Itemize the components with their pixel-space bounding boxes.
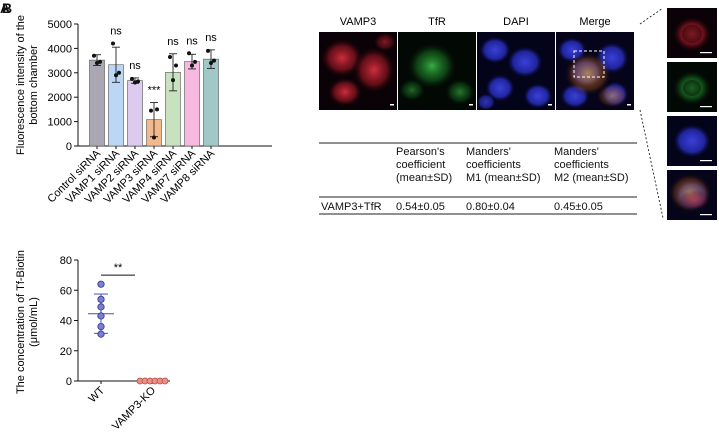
scatter-chart-category-label: WT <box>87 384 108 405</box>
zoom-connector-top <box>639 7 664 25</box>
channel-label-dapi: DAPI <box>503 16 529 28</box>
data-point <box>161 377 169 385</box>
panel-letter-b: B <box>2 0 12 16</box>
data-point <box>212 58 216 63</box>
data-point <box>187 51 191 56</box>
zoom-tile-blue <box>667 116 717 166</box>
header-pearson-line1: Pearson's <box>396 146 445 158</box>
bar-chart-ylabel-line1: Fluorescence intensity of the <box>15 15 27 155</box>
bar-chart-ylabel-line2: bottom chamber <box>28 45 40 125</box>
data-point <box>152 135 156 140</box>
significance-label: ns <box>186 35 198 47</box>
header-m2-line3: M2 (mean±SD) <box>554 172 629 184</box>
cell-pearson: 0.54±0.05 <box>396 201 445 213</box>
bar-chart-ytick-label: 0 <box>66 141 72 153</box>
scatter-chart-ytick-label: 80 <box>60 255 72 267</box>
zoom-tile-red <box>667 8 717 58</box>
data-point <box>97 312 105 320</box>
data-point <box>95 61 99 66</box>
bar <box>89 59 105 147</box>
data-point <box>168 54 172 59</box>
data-point <box>174 63 178 68</box>
channel-label-vamp3: VAMP3 <box>340 16 376 28</box>
bar-chart-ytick-label: 2000 <box>48 92 72 104</box>
header-m1-line1: Manders' <box>466 146 511 158</box>
header-pearson-line2: coefficient <box>396 159 445 171</box>
data-point <box>97 322 105 331</box>
cell-m1: 0.80±0.04 <box>466 201 515 213</box>
scatter-chart-ylabel-line2: (μmol/mL) <box>28 297 40 347</box>
bar-chart: Fluorescence intensity of the bottom cha… <box>15 15 272 206</box>
scatter-chart-ylabel-line1: The concentration of Tf-Biotin <box>15 250 27 394</box>
header-m2-line2: coefficients <box>554 159 609 171</box>
scatter-chart-ytick-label: 60 <box>60 285 72 297</box>
data-point <box>98 59 102 64</box>
micrograph-dapi <box>477 32 555 110</box>
data-point <box>111 41 115 46</box>
header-m2-line1: Manders' <box>554 146 599 158</box>
channel-label-tfr: TfR <box>428 16 446 28</box>
header-m1-line3: M1 (mean±SD) <box>466 172 541 184</box>
significance-label: *** <box>148 85 162 97</box>
scatter-chart-category-label: VAMP3-KO <box>110 384 158 432</box>
bar-chart-ytick-label: 1000 <box>48 117 72 129</box>
data-point <box>97 330 105 338</box>
significance-label: ns <box>205 32 217 44</box>
scatter-chart-axes: 0 20 40 60 80 WT VAMP3-KO <box>60 255 170 433</box>
data-point <box>155 107 159 112</box>
scatter-chart-ytick-label: 0 <box>66 376 72 388</box>
data-point <box>206 48 210 53</box>
bar <box>127 80 143 147</box>
zoom-tile-green <box>667 62 717 112</box>
scatter-chart-ytick-label: 40 <box>60 316 72 328</box>
data-point <box>117 70 121 75</box>
row-label: VAMP3+TfR <box>321 201 382 213</box>
zoom-tile-merge <box>667 170 717 220</box>
data-point <box>133 80 137 85</box>
micrograph-strip: VAMP3 TfR DAPI Merge <box>319 7 717 220</box>
channel-label-merge: Merge <box>579 16 610 28</box>
data-point <box>97 295 105 303</box>
data-point <box>149 108 153 113</box>
data-point <box>209 61 213 66</box>
bar <box>203 58 219 147</box>
data-point <box>92 53 96 58</box>
scatter-chart: The concentration of Tf-Biotin (μmol/mL)… <box>15 250 170 433</box>
panel-letter-a: A <box>0 0 10 16</box>
zoom-connector-bottom <box>639 109 664 219</box>
micrograph-merge <box>556 32 634 110</box>
zoom-region-box <box>573 50 605 78</box>
significance-label: ** <box>114 262 123 274</box>
data-point <box>130 76 134 81</box>
scatter-chart-marks: ** <box>88 262 169 385</box>
data-point <box>171 78 175 83</box>
significance-label: ns <box>167 36 179 48</box>
significance-label: ns <box>129 60 141 72</box>
data-point <box>136 79 140 84</box>
data-point <box>190 63 194 68</box>
header-pearson-line3: (mean±SD) <box>396 172 452 184</box>
data-point <box>193 59 197 64</box>
significance-label: ns <box>110 26 122 38</box>
bar <box>184 61 200 147</box>
bar-chart-ytick-label: 5000 <box>48 19 72 31</box>
colocalization-table: Pearson's coefficient (mean±SD) Manders'… <box>319 142 637 215</box>
bar-chart-ytick-label: 3000 <box>48 68 72 80</box>
data-point <box>97 280 105 288</box>
micrograph-tfr <box>398 32 476 110</box>
micrograph-vamp3 <box>319 32 397 110</box>
data-point <box>97 303 105 311</box>
header-m1-line2: coefficients <box>466 159 521 171</box>
bar-chart-ytick-label: 4000 <box>48 43 72 55</box>
scatter-chart-ytick-label: 20 <box>60 346 72 358</box>
data-point <box>114 73 118 78</box>
cell-m2: 0.45±0.05 <box>554 201 603 213</box>
